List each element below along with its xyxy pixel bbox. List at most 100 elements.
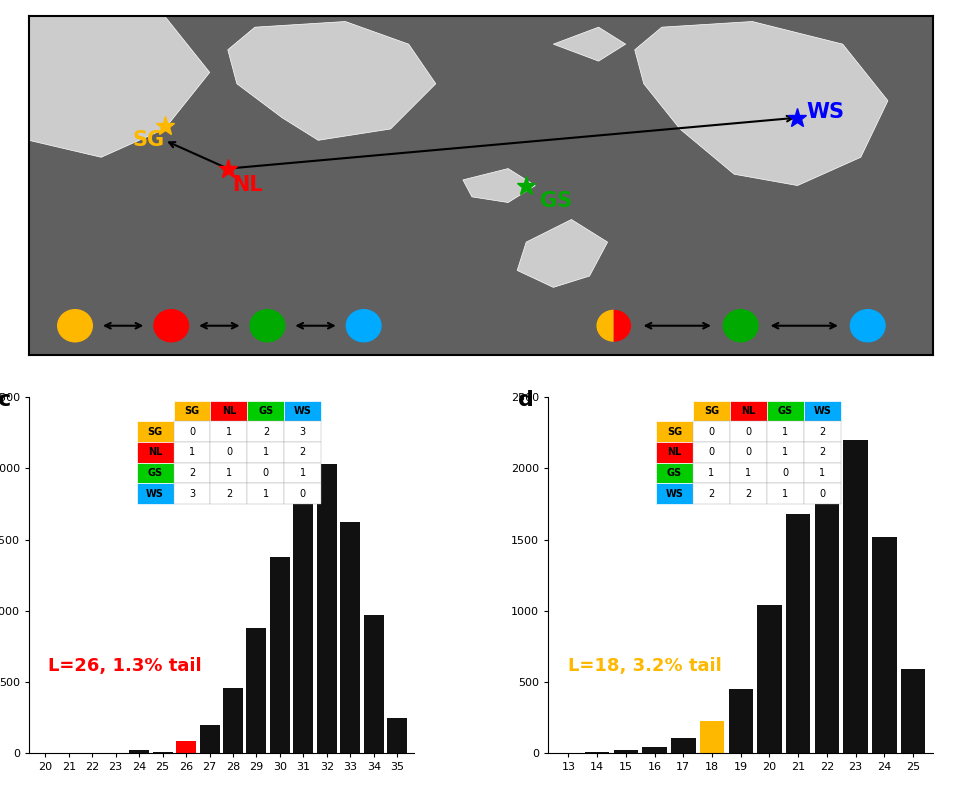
Text: 1: 1 bbox=[781, 488, 788, 499]
Text: L=18, 3.2% tail: L=18, 3.2% tail bbox=[567, 657, 721, 675]
Text: NL: NL bbox=[148, 447, 162, 458]
Bar bbox=[899, 669, 924, 753]
Wedge shape bbox=[613, 310, 630, 342]
Text: 3: 3 bbox=[300, 427, 306, 437]
FancyBboxPatch shape bbox=[766, 462, 803, 483]
FancyBboxPatch shape bbox=[729, 462, 766, 483]
Text: c: c bbox=[0, 390, 12, 410]
Bar bbox=[387, 718, 407, 753]
Text: 2: 2 bbox=[707, 488, 714, 499]
Text: 1: 1 bbox=[781, 427, 788, 437]
Polygon shape bbox=[517, 220, 607, 287]
Polygon shape bbox=[634, 21, 887, 186]
Text: 0: 0 bbox=[262, 468, 269, 478]
FancyBboxPatch shape bbox=[247, 483, 284, 504]
Bar bbox=[642, 747, 666, 753]
FancyBboxPatch shape bbox=[729, 400, 766, 421]
Text: 1: 1 bbox=[300, 468, 306, 478]
Text: 0: 0 bbox=[745, 447, 751, 458]
Bar bbox=[129, 750, 149, 753]
Bar bbox=[246, 628, 266, 753]
Bar bbox=[176, 741, 196, 753]
FancyBboxPatch shape bbox=[803, 421, 840, 442]
Bar bbox=[727, 689, 752, 753]
Circle shape bbox=[154, 310, 188, 342]
Bar bbox=[785, 514, 809, 753]
Bar bbox=[699, 721, 724, 753]
Text: 0: 0 bbox=[188, 427, 195, 437]
Text: 1: 1 bbox=[262, 447, 269, 458]
Text: 0: 0 bbox=[707, 427, 714, 437]
Text: 1: 1 bbox=[188, 447, 195, 458]
Text: SG: SG bbox=[185, 406, 199, 416]
FancyBboxPatch shape bbox=[136, 462, 173, 483]
Polygon shape bbox=[29, 16, 209, 157]
Bar bbox=[363, 615, 383, 753]
Text: 2: 2 bbox=[819, 427, 825, 437]
FancyBboxPatch shape bbox=[766, 442, 803, 462]
FancyBboxPatch shape bbox=[655, 442, 692, 462]
Bar bbox=[316, 464, 336, 753]
Circle shape bbox=[250, 310, 284, 342]
FancyBboxPatch shape bbox=[766, 421, 803, 442]
FancyBboxPatch shape bbox=[173, 421, 210, 442]
Bar bbox=[223, 688, 243, 753]
Text: L=26, 1.3% tail: L=26, 1.3% tail bbox=[48, 657, 202, 675]
Bar bbox=[756, 605, 781, 753]
FancyBboxPatch shape bbox=[136, 483, 173, 504]
Circle shape bbox=[58, 310, 92, 342]
Text: SG: SG bbox=[666, 427, 681, 437]
Text: SG: SG bbox=[703, 406, 718, 416]
Bar bbox=[153, 752, 172, 753]
Text: 1: 1 bbox=[781, 447, 788, 458]
Text: 2: 2 bbox=[262, 427, 269, 437]
Polygon shape bbox=[228, 21, 435, 140]
Text: 1: 1 bbox=[819, 468, 825, 478]
Text: GS: GS bbox=[539, 191, 571, 211]
Text: WS: WS bbox=[665, 488, 682, 499]
Text: WS: WS bbox=[805, 102, 844, 121]
FancyBboxPatch shape bbox=[173, 462, 210, 483]
FancyBboxPatch shape bbox=[247, 400, 284, 421]
Text: 0: 0 bbox=[300, 488, 306, 499]
Bar bbox=[293, 480, 313, 753]
Polygon shape bbox=[553, 27, 625, 61]
Bar bbox=[872, 537, 896, 753]
FancyBboxPatch shape bbox=[729, 442, 766, 462]
FancyBboxPatch shape bbox=[247, 421, 284, 442]
FancyBboxPatch shape bbox=[210, 400, 247, 421]
Text: 0: 0 bbox=[226, 447, 232, 458]
Circle shape bbox=[723, 310, 757, 342]
Text: WS: WS bbox=[146, 488, 163, 499]
FancyBboxPatch shape bbox=[692, 400, 729, 421]
Text: 2: 2 bbox=[300, 447, 306, 458]
FancyBboxPatch shape bbox=[247, 442, 284, 462]
Text: NL: NL bbox=[741, 406, 754, 416]
Bar bbox=[671, 737, 695, 753]
Bar bbox=[270, 557, 289, 753]
Text: 2: 2 bbox=[226, 488, 232, 499]
Text: WS: WS bbox=[813, 406, 830, 416]
FancyBboxPatch shape bbox=[803, 442, 840, 462]
Text: 1: 1 bbox=[226, 468, 232, 478]
Text: 0: 0 bbox=[745, 427, 751, 437]
Circle shape bbox=[850, 310, 884, 342]
FancyBboxPatch shape bbox=[729, 421, 766, 442]
Bar bbox=[199, 725, 219, 753]
FancyBboxPatch shape bbox=[692, 483, 729, 504]
Text: 2: 2 bbox=[819, 447, 825, 458]
FancyBboxPatch shape bbox=[284, 421, 321, 442]
FancyBboxPatch shape bbox=[284, 483, 321, 504]
Bar bbox=[613, 750, 637, 753]
FancyBboxPatch shape bbox=[655, 462, 692, 483]
Text: GS: GS bbox=[666, 468, 681, 478]
FancyBboxPatch shape bbox=[692, 442, 729, 462]
Text: WS: WS bbox=[294, 406, 311, 416]
FancyBboxPatch shape bbox=[247, 462, 284, 483]
FancyBboxPatch shape bbox=[766, 483, 803, 504]
Text: 1: 1 bbox=[262, 488, 269, 499]
FancyBboxPatch shape bbox=[284, 400, 321, 421]
FancyBboxPatch shape bbox=[210, 421, 247, 442]
Text: NL: NL bbox=[667, 447, 681, 458]
Text: 3: 3 bbox=[188, 488, 195, 499]
